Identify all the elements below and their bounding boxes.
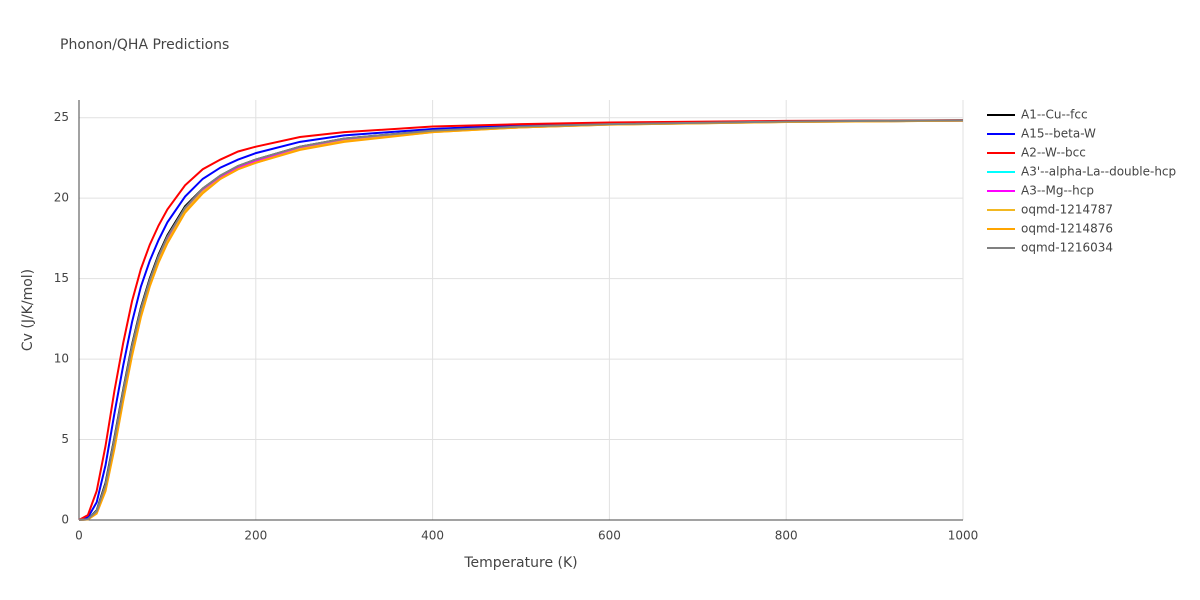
series-line — [78, 119, 964, 521]
y-tick-label: 5 — [61, 432, 69, 446]
y-axis-title: Cv (J/K/mol) — [20, 269, 36, 351]
series-line — [78, 119, 964, 521]
x-tick-label: 1000 — [948, 529, 979, 543]
x-tick-label: 200 — [244, 529, 267, 543]
legend-label: oqmd-1214787 — [1021, 203, 1113, 217]
series-line — [78, 119, 964, 521]
y-tick-label: 25 — [54, 110, 69, 124]
y-tick-label: 15 — [54, 271, 69, 285]
legend-label: A3--Mg--hcp — [1021, 184, 1094, 198]
x-tick-label: 400 — [421, 529, 444, 543]
y-tick-label: 0 — [61, 513, 69, 527]
legend-label: A15--beta-W — [1021, 127, 1096, 141]
y-tick-label: 10 — [54, 352, 69, 366]
series-line — [78, 119, 964, 521]
series-line — [78, 119, 964, 521]
x-axis-title: Temperature (K) — [463, 555, 577, 571]
series-line — [78, 119, 964, 521]
legend-label: A3'--alpha-La--double-hcp — [1021, 165, 1176, 179]
chart-title: Phonon/QHA Predictions — [60, 37, 229, 53]
legend-label: A1--Cu--fcc — [1021, 108, 1088, 122]
legend-label: oqmd-1214876 — [1021, 222, 1113, 236]
x-tick-label: 0 — [75, 529, 83, 543]
series-line — [78, 119, 964, 521]
x-tick-label: 600 — [598, 529, 621, 543]
x-tick-label: 800 — [775, 529, 798, 543]
y-tick-label: 20 — [54, 191, 69, 205]
legend-label: oqmd-1216034 — [1021, 241, 1113, 255]
series-line — [78, 119, 964, 521]
legend-label: A2--W--bcc — [1021, 146, 1086, 160]
